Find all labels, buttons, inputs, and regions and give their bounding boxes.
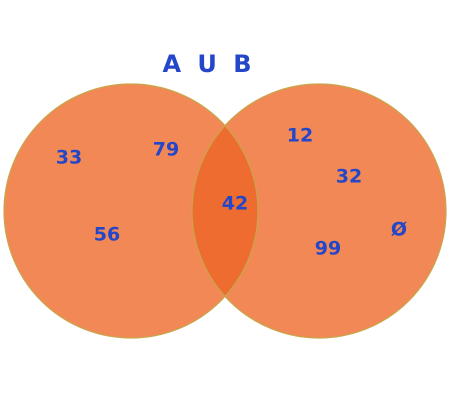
element-a-56: 56	[93, 223, 121, 246]
set-a-outline	[3, 83, 259, 339]
element-b-32: 32	[335, 165, 363, 188]
set-a-circle	[4, 84, 258, 338]
set-b-circle	[192, 84, 446, 338]
empty-set-symbol: Ø	[390, 218, 408, 241]
diagram-title: A U B	[162, 50, 256, 78]
set-b-outline	[191, 83, 447, 339]
element-a-79: 79	[152, 138, 180, 161]
element-b-99: 99	[314, 237, 342, 260]
element-a-33: 33	[55, 146, 83, 169]
element-intersection-42: 42	[221, 192, 249, 215]
element-b-12: 12	[286, 124, 314, 147]
